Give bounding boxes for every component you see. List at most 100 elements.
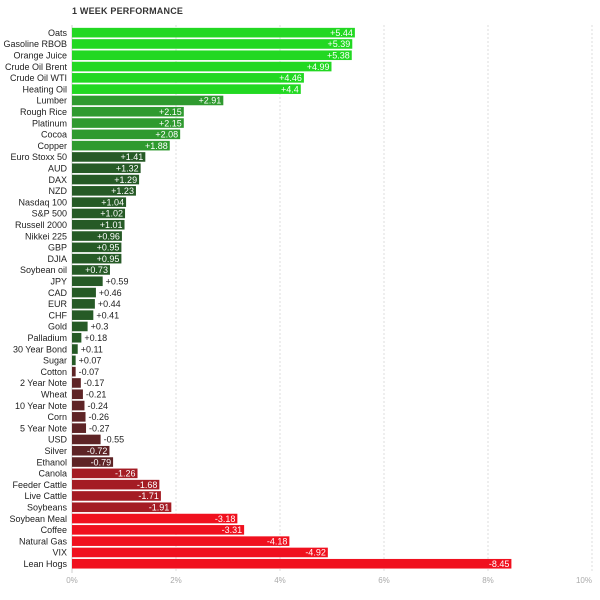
chart-title: 1 WEEK PERFORMANCE [72, 6, 184, 16]
category-label: Nikkei 225 [25, 231, 67, 241]
value-label: +1.23 [111, 186, 134, 196]
category-label: GBP [48, 243, 67, 253]
bar [72, 525, 245, 535]
category-label: Gold [48, 322, 67, 332]
value-label: +0.96 [97, 231, 120, 241]
value-label: -0.17 [84, 378, 105, 388]
bar [72, 310, 94, 320]
category-label: Live Cattle [24, 491, 67, 501]
value-label: +4.4 [281, 84, 299, 94]
category-label: Euro Stoxx 50 [10, 152, 67, 162]
value-label: +4.46 [279, 73, 302, 83]
bar [72, 186, 136, 196]
value-label: -0.26 [89, 412, 110, 422]
category-label: 10 Year Note [15, 401, 67, 411]
value-label: -0.55 [104, 435, 125, 445]
value-label: +0.41 [96, 310, 119, 320]
category-label: Nasdaq 100 [18, 197, 67, 207]
value-label: +5.39 [327, 39, 350, 49]
value-label: +1.01 [100, 220, 123, 230]
value-label: -4.18 [267, 536, 288, 546]
bar [72, 174, 140, 185]
category-label: Cocoa [41, 130, 67, 140]
category-label: Russell 2000 [15, 220, 67, 230]
value-label: +0.95 [97, 254, 120, 264]
bar [72, 265, 110, 275]
category-label: Natural Gas [19, 536, 68, 546]
value-label: +2.91 [199, 96, 222, 106]
bar [72, 129, 181, 140]
value-label: -0.27 [89, 423, 110, 433]
bar [72, 547, 328, 558]
value-label: +0.07 [79, 356, 102, 366]
category-label: 5 Year Note [20, 423, 67, 433]
category-label: Platinum [32, 118, 67, 128]
bar [72, 445, 110, 456]
value-label: -1.68 [137, 480, 158, 490]
category-label: CHF [49, 310, 68, 320]
bar [72, 344, 78, 354]
bar [72, 197, 127, 207]
value-label: +5.44 [330, 28, 353, 38]
bar [72, 50, 352, 61]
category-label: Cotton [40, 367, 67, 377]
bar [72, 491, 161, 501]
bar [72, 366, 76, 377]
value-label: +1.41 [121, 152, 144, 162]
value-label: -8.45 [489, 559, 510, 569]
bar [72, 95, 224, 106]
category-label: Lumber [36, 96, 67, 106]
category-label: Gasoline RBOB [3, 39, 67, 49]
category-label: Crude Oil Brent [5, 62, 68, 72]
value-label: -1.26 [115, 469, 136, 479]
bar [72, 423, 87, 433]
bar [72, 118, 184, 128]
value-label: +2.15 [159, 118, 182, 128]
bar [72, 242, 122, 253]
category-label: USD [48, 435, 68, 445]
bar [72, 434, 101, 445]
value-label: +0.18 [84, 333, 107, 343]
bar [72, 140, 170, 151]
category-label: Silver [44, 446, 67, 456]
category-label: Soybean oil [20, 265, 67, 275]
value-label: -1.71 [138, 491, 159, 501]
bar [72, 321, 88, 332]
bar [72, 106, 184, 117]
bar [72, 84, 301, 94]
category-label: Wheat [41, 389, 68, 399]
value-label: -0.07 [79, 367, 100, 377]
category-label: DAX [48, 175, 67, 185]
bar [72, 468, 138, 479]
category-label: Soybeans [27, 502, 68, 512]
bar [72, 378, 81, 388]
bar [72, 152, 146, 162]
x-tick-label: 2% [170, 576, 182, 585]
category-label: Ethanol [36, 457, 67, 467]
bar [72, 208, 126, 219]
category-label: Orange Juice [13, 50, 67, 60]
category-label: DJIA [47, 254, 67, 264]
bar [72, 558, 512, 569]
bar [72, 355, 76, 366]
category-label: EUR [48, 299, 68, 309]
value-label: +0.3 [91, 322, 109, 332]
bar [72, 457, 114, 467]
bar [72, 61, 332, 72]
category-label: Sugar [43, 356, 67, 366]
category-label: AUD [48, 163, 68, 173]
bar [72, 502, 172, 513]
bar [72, 73, 304, 83]
value-label: -0.24 [87, 401, 108, 411]
bar [72, 219, 125, 230]
value-label: +0.59 [106, 276, 129, 286]
value-label: +1.04 [101, 197, 124, 207]
value-label: -0.21 [86, 389, 107, 399]
bar [72, 389, 83, 400]
value-label: +1.02 [100, 209, 123, 219]
bar [72, 253, 122, 264]
category-label: 2 Year Note [20, 378, 67, 388]
value-label: +0.95 [97, 243, 120, 253]
bar [72, 163, 141, 174]
value-label: -0.72 [87, 446, 108, 456]
